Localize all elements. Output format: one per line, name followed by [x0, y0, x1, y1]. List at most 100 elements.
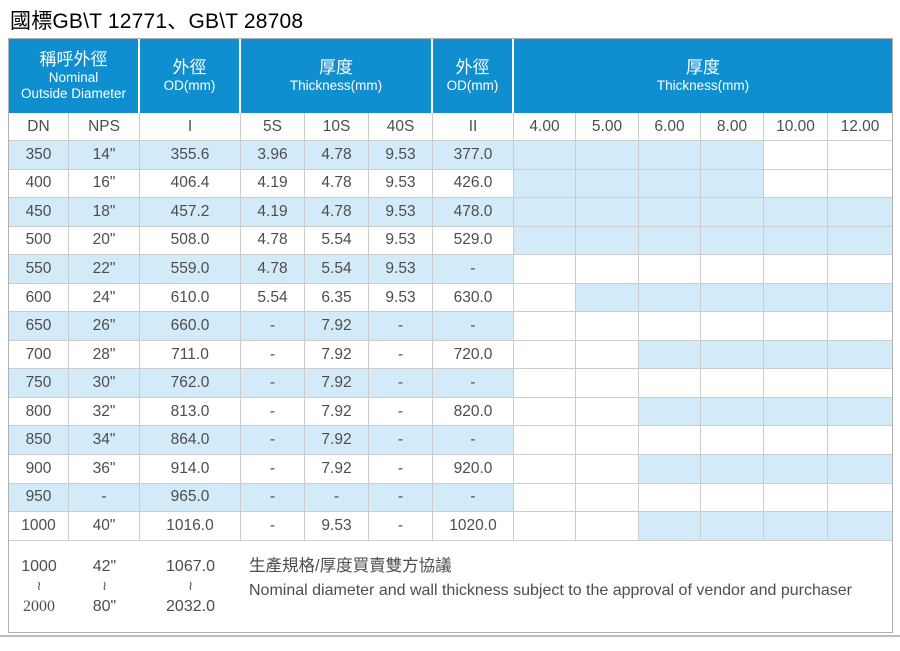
group-header-row: 稱呼外徑 Nominal Outside Diameter 外徑 OD(mm) …: [9, 39, 892, 113]
thickness-available-cell: [828, 197, 892, 226]
subheader-od2: II: [433, 113, 514, 140]
table-cell: 478.0: [433, 197, 514, 226]
table-cell: 750: [9, 368, 69, 397]
table-cell: 508.0: [140, 225, 241, 255]
thickness-empty-cell: [701, 368, 764, 397]
thickness-available-cell: [639, 282, 701, 312]
thickness-available-cell: [514, 197, 576, 226]
thickness-empty-cell: [828, 254, 892, 283]
footer-dn-top: 1000: [21, 557, 57, 575]
table-cell: 7.92: [305, 368, 369, 397]
table-row: 700 28" 711.0-7.92-720.0: [9, 339, 892, 369]
thickness-empty-cell: [576, 339, 639, 369]
table-row: 750 30" 762.0-7.92- -: [9, 368, 892, 397]
thickness-available-cell: [764, 396, 828, 426]
table-cell: 7.92: [305, 454, 369, 483]
table-cell: 900: [9, 454, 69, 483]
table-cell: 600: [9, 282, 69, 312]
table-cell: -: [241, 482, 305, 512]
group-header-od-2: 外徑 OD(mm): [433, 39, 512, 113]
thickness-available-cell: [764, 282, 828, 312]
table-cell: 4.19: [241, 168, 305, 198]
table-cell: 5.54: [241, 282, 305, 312]
thickness-empty-cell: [576, 511, 639, 540]
table-cell: -: [369, 511, 433, 540]
table-cell: 7.92: [305, 311, 369, 340]
table-cell: -: [433, 368, 514, 397]
thickness-available-cell: [828, 282, 892, 312]
thickness-empty-cell: [701, 482, 764, 512]
table-cell: 20": [69, 225, 140, 255]
footer-dn-bottom: 2000: [23, 597, 55, 615]
thickness-available-cell: [576, 197, 639, 226]
thickness-empty-cell: [764, 368, 828, 397]
bottom-divider: [0, 635, 900, 637]
table-cell: 426.0: [433, 168, 514, 198]
thickness-available-cell: [701, 168, 764, 198]
thickness-available-cell: [828, 454, 892, 483]
thickness-empty-cell: [514, 368, 576, 397]
footer-note-en: Nominal diameter and wall thickness subj…: [249, 581, 852, 599]
footer-note-zh: 生產規格/厚度買賣雙方協議: [249, 556, 452, 575]
table-cell: 14": [69, 140, 140, 169]
group-header-od-1: 外徑 OD(mm): [140, 39, 239, 113]
thickness-available-cell: [639, 339, 701, 369]
thickness-empty-cell: [828, 311, 892, 340]
table-row: 900 36" 914.0-7.92-920.0: [9, 454, 892, 483]
table-cell: 4.19: [241, 197, 305, 226]
subheader-40s: 40S: [369, 113, 433, 140]
thickness-empty-cell: [701, 311, 764, 340]
thickness-available-cell: [701, 454, 764, 483]
footer-od-top: 1067.0: [166, 557, 215, 575]
thickness-available-cell: [514, 225, 576, 255]
footer-nps-range: 42" ≀ 80": [69, 541, 140, 632]
thickness-available-cell: [701, 282, 764, 312]
thickness-available-cell: [828, 396, 892, 426]
thickness-available-cell: [576, 225, 639, 255]
table-cell: 762.0: [140, 368, 241, 397]
table-cell: 406.4: [140, 168, 241, 198]
subheader-10: 10.00: [764, 113, 828, 140]
group-header-label-zh: 外徑: [455, 57, 490, 77]
table-cell: 820.0: [433, 396, 514, 426]
group-header-thickness-1: 厚度 Thickness(mm): [241, 39, 431, 113]
table-cell: -: [369, 425, 433, 455]
table-cell: 850: [9, 425, 69, 455]
group-header-label-en: Nominal: [48, 70, 99, 85]
table-row: 1000 40" 1016.0-9.53-1020.0: [9, 511, 892, 540]
subheader-5: 5.00: [576, 113, 639, 140]
group-header-label-en: Outside Diameter: [20, 86, 127, 102]
subheader-od1: I: [140, 113, 241, 140]
thickness-empty-cell: [576, 254, 639, 283]
range-tilde-icon: ≀: [102, 577, 107, 593]
table-cell: 355.6: [140, 140, 241, 169]
table-row: 550 22" 559.0 4.78 5.54 9.53-: [9, 254, 892, 283]
footer-od-range: 1067.0 ≀ 2032.0: [140, 541, 241, 632]
table-cell: -: [369, 368, 433, 397]
table-cell: -: [241, 425, 305, 455]
thickness-available-cell: [639, 225, 701, 255]
table-cell: 400: [9, 168, 69, 198]
table-cell: -: [241, 396, 305, 426]
thickness-empty-cell: [576, 454, 639, 483]
table-footer-row: 1000 ≀ 2000 42" ≀ 80" 1067.0 ≀ 2032.0 生產…: [9, 539, 892, 632]
thickness-available-cell: [639, 168, 701, 198]
table-cell: 16": [69, 168, 140, 198]
table-cell: -: [241, 311, 305, 340]
table-cell: 22": [69, 254, 140, 283]
group-header-label-zh: 外徑: [172, 57, 207, 77]
table-cell: 32": [69, 396, 140, 426]
table-cell: 660.0: [140, 311, 241, 340]
thickness-empty-cell: [828, 425, 892, 455]
table-cell: 9.53: [305, 511, 369, 540]
thickness-empty-cell: [514, 254, 576, 283]
table-cell: -: [433, 254, 514, 283]
subheader-dn: DN: [9, 113, 69, 140]
table-cell: 1016.0: [140, 511, 241, 540]
table-row: 600 24" 610.0 5.54 6.35 9.53 630.0: [9, 282, 892, 312]
table-cell: 1000: [9, 511, 69, 540]
table-cell: -: [305, 482, 369, 512]
group-header-label-zh: 厚度: [319, 57, 353, 77]
table-cell: -: [369, 339, 433, 369]
